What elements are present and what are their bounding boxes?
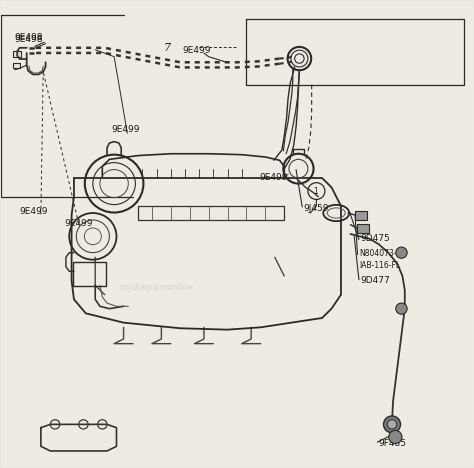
Text: 9E498: 9E498	[15, 33, 44, 42]
Text: mydiagramonline: mydiagramonline	[119, 283, 193, 292]
Circle shape	[396, 303, 407, 314]
Text: 9J459: 9J459	[303, 204, 328, 212]
Text: 9E499: 9E499	[112, 125, 140, 134]
Circle shape	[396, 247, 407, 258]
Circle shape	[50, 420, 60, 429]
Text: N804073-S: N804073-S	[359, 249, 401, 258]
Circle shape	[383, 416, 401, 433]
Text: 9D475: 9D475	[360, 234, 390, 243]
FancyBboxPatch shape	[355, 211, 367, 219]
Text: 9E499: 9E499	[64, 219, 93, 227]
Text: 9F485: 9F485	[379, 439, 407, 448]
Text: 9D477: 9D477	[360, 276, 390, 285]
Circle shape	[79, 420, 88, 429]
Text: 1: 1	[314, 187, 319, 196]
Text: 9E498: 9E498	[15, 35, 44, 44]
Text: 9E499: 9E499	[182, 46, 211, 55]
FancyBboxPatch shape	[356, 224, 369, 233]
Text: 7: 7	[164, 43, 171, 53]
Circle shape	[387, 420, 397, 429]
FancyBboxPatch shape	[13, 63, 20, 68]
Text: IAB-116-FL: IAB-116-FL	[359, 261, 400, 270]
Circle shape	[98, 420, 107, 429]
Text: 9E499: 9E499	[19, 207, 48, 216]
Text: 9E499: 9E499	[260, 173, 288, 183]
FancyBboxPatch shape	[13, 51, 21, 57]
Circle shape	[389, 431, 402, 444]
